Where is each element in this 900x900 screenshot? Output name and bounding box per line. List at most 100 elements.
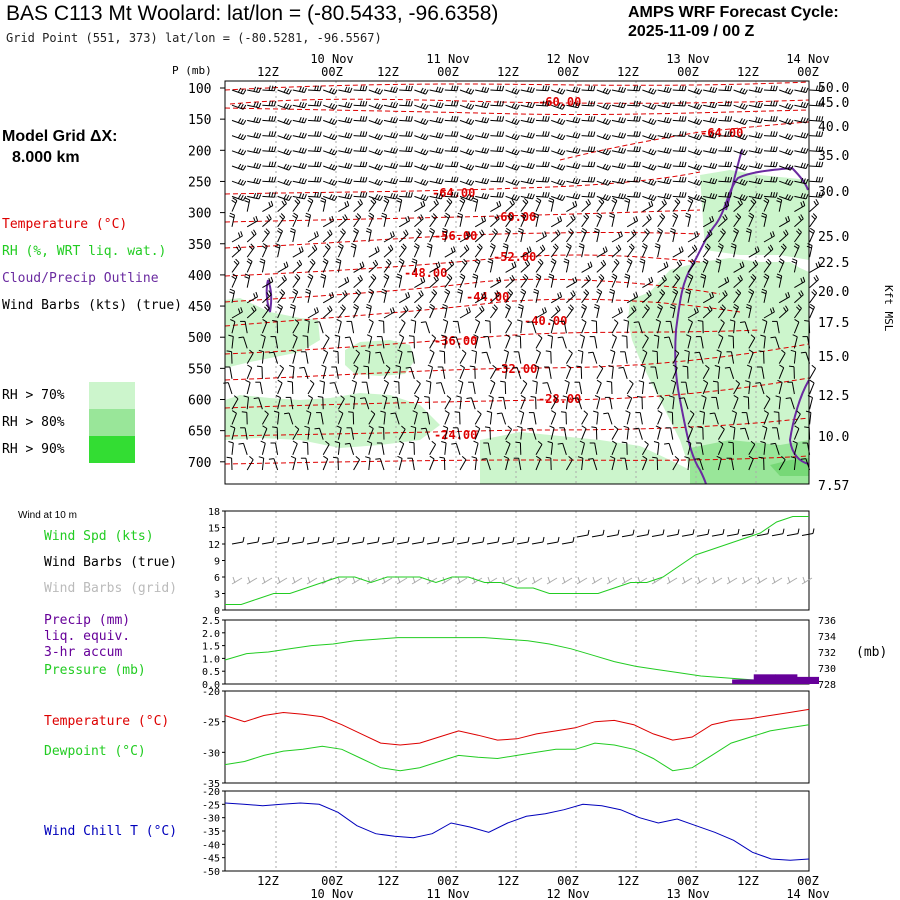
wind-barb [731,351,735,364]
wind-barb-feather [674,276,679,281]
wind-barb [566,104,579,109]
wind-barb-feather [353,230,358,234]
wind-barb-feather [611,334,617,338]
wind-barb [702,382,709,395]
wind-barb-feather [776,200,782,203]
wind-barb [763,104,777,107]
wind-barb-feather [503,243,509,246]
wind-barb-feather [548,197,554,201]
wind-barb-feather [736,289,742,294]
wind-barb [520,135,533,139]
wind-barb-feather [450,259,455,265]
wind-barb-feather [728,441,734,444]
wind-barb [414,165,426,171]
wind-barb-feather [397,349,403,353]
wind-barb-feather [709,147,713,153]
wind-barb-feather [805,102,809,108]
wind-barb [626,199,631,212]
wind-barb-feather [460,197,466,202]
wind-barb [459,367,465,379]
wind-barb [687,235,699,243]
time-label-date-top: 11 Nov [426,52,469,66]
wind-barb-true [636,534,649,538]
wind-barb-feather [605,179,609,185]
wind-barb [550,309,561,319]
wind-barb-feather [737,276,742,282]
wind-barb-feather [439,350,445,353]
wind-barb [262,218,272,228]
wind-barb [414,104,426,110]
wind-barb [368,180,381,186]
wind-barb [353,397,356,410]
wind-barb [459,180,472,186]
wind-barb-feather [422,195,427,200]
precip-bar [775,674,798,684]
wind-barb-feather [790,456,796,459]
legend-temperature-panel: Temperature (°C) [44,714,170,729]
wind-barb [778,397,781,410]
wind-barb-feather [242,119,247,125]
time-label-hour-bottom: 00Z [677,874,699,888]
wind-barb-feather [575,102,578,108]
wind-barb-feather [526,132,530,138]
wind-barb [399,180,412,183]
wind-barb [277,230,283,243]
wind-barb [687,276,694,288]
pressure-axis-label: P (mb) [172,64,212,77]
wind-barb-feather [781,456,786,460]
wind-barb [759,382,765,395]
wind-barb-feather [393,380,399,383]
wind-barb-feather [294,200,299,205]
wind-barb-feather [231,199,237,204]
wind-barb [779,104,791,110]
wind-barb [550,398,558,410]
wind-barb [413,383,421,395]
wind-barb-feather [420,148,424,154]
wind-barb-feather [577,456,584,459]
wind-barb [717,245,724,258]
wind-barb-feather [247,364,252,369]
wind-barb [611,290,615,303]
wind-barb-feather [422,276,426,282]
wind-barb [323,104,335,110]
wind-barb [351,321,355,334]
wind-barb-true-feather [407,536,410,543]
wind-barb-feather [815,176,818,182]
wind-barb-feather [414,394,420,399]
wind-barb-feather [805,148,809,154]
wind-barb [778,459,786,471]
wind-barb-feather [785,148,789,154]
wind-barb-feather [374,102,379,108]
wind-barb-feather [557,87,561,93]
wind-barb-feather [314,85,317,91]
wind-barb-feather [304,148,307,154]
wind-barb-feather [496,161,499,167]
wind-barb-feather [422,103,427,109]
wind-barb-feather [285,149,290,155]
wind-barb [763,165,777,168]
wind-barb [246,459,254,471]
wind-barb [277,119,290,125]
wind-barb [474,321,481,334]
wind-barb-feather [511,275,515,280]
wind-barb-feather [568,230,573,235]
wind-barb-feather [288,119,292,125]
wind-barb [779,180,791,186]
wind-barb [657,89,670,93]
wind-barb-feather [711,147,715,153]
wind-barb [703,180,716,185]
wind-barb-feather [534,364,540,368]
wind-barb [641,444,649,456]
wind-barb [322,233,333,243]
wind-barb [383,276,390,288]
wind-barb [535,382,538,395]
wind-barb [563,427,567,440]
wind-barb-feather [233,395,239,400]
precip-ticks-label: 2.5 [202,616,220,627]
wind-barb-feather [572,193,576,198]
wind-barb-feather [292,215,297,219]
wind-barb-feather [796,306,801,311]
wind-barb-feather [329,305,333,311]
wind-barb [459,135,472,141]
wind-barb-feather [605,88,609,94]
